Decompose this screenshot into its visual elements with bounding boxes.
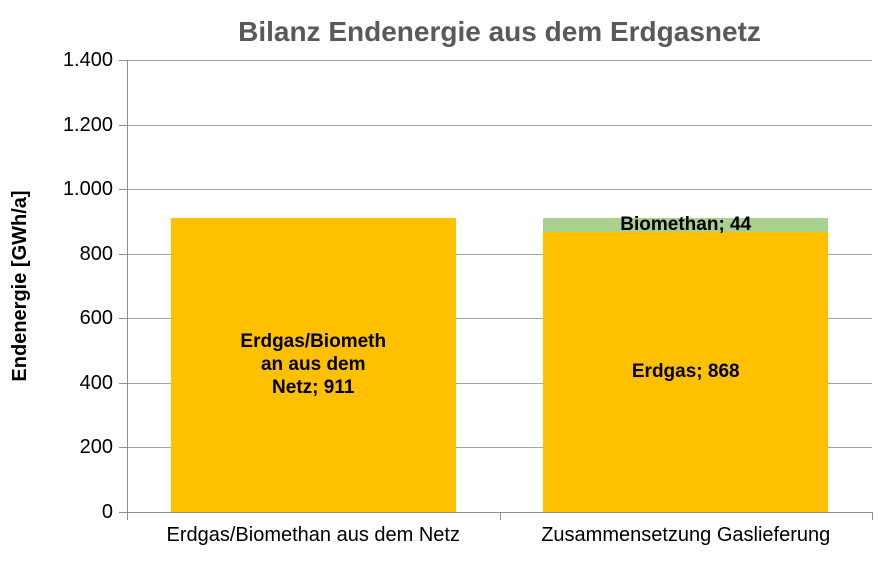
bar-data-label-erdgas-biomethan-aus-dem-netz: Erdgas/Biometh an aus dem Netz; 911 (171, 218, 456, 512)
y-axis-tick-label: 1.000 (62, 178, 113, 201)
gridline (127, 124, 872, 126)
y-axis-tick (119, 382, 127, 384)
y-axis-tick (119, 253, 127, 255)
bar-data-label-text: Biomethan; 44 (620, 214, 752, 236)
gridline (127, 382, 872, 384)
gridline (127, 189, 872, 191)
x-axis-category-label: Zusammensetzung Gaslieferung (541, 524, 831, 546)
gridline (127, 318, 872, 320)
gridline (127, 253, 872, 255)
y-axis-tick (119, 60, 127, 61)
y-axis-tick-label: 0 (101, 501, 113, 523)
y-axis-tick-label: 800 (79, 242, 113, 265)
x-axis-tick (872, 512, 873, 520)
bar-segment-erdgas (543, 231, 829, 512)
bar-data-label-erdgas: Erdgas; 868 (543, 232, 828, 512)
gridline (127, 447, 872, 449)
y-axis-tick-label: 600 (79, 307, 113, 330)
gridline (127, 60, 872, 61)
bar-segment-erdgas-biomethan-aus-dem-netz (170, 217, 456, 512)
bar-segment-biomethan (543, 217, 829, 232)
x-axis-tick (499, 512, 501, 520)
chart-title: Bilanz Endenergie aus dem Erdgasnetz (238, 16, 761, 47)
y-axis-tick (119, 124, 127, 126)
y-axis-tick (119, 512, 127, 513)
y-axis-tick (119, 447, 127, 449)
y-axis-tick (119, 189, 127, 191)
y-axis-tick-label: 1.400 (62, 49, 113, 71)
x-axis-tick (127, 512, 128, 520)
y-axis-tick-label: 1.200 (62, 113, 113, 136)
bar-data-label-text: Erdgas; 868 (631, 361, 740, 383)
bar-data-label-text: Erdgas/Biometh an aus dem Netz; 911 (240, 331, 387, 399)
y-axis-line (127, 60, 128, 512)
y-axis-tick-label: 200 (79, 436, 113, 459)
x-axis-category-label: Erdgas/Biomethan aus dem Netz (166, 524, 461, 546)
y-axis-tick (119, 318, 127, 320)
bar-data-label-biomethan: Biomethan; 44 (543, 214, 828, 235)
y-axis-tick-label: 400 (79, 371, 113, 394)
